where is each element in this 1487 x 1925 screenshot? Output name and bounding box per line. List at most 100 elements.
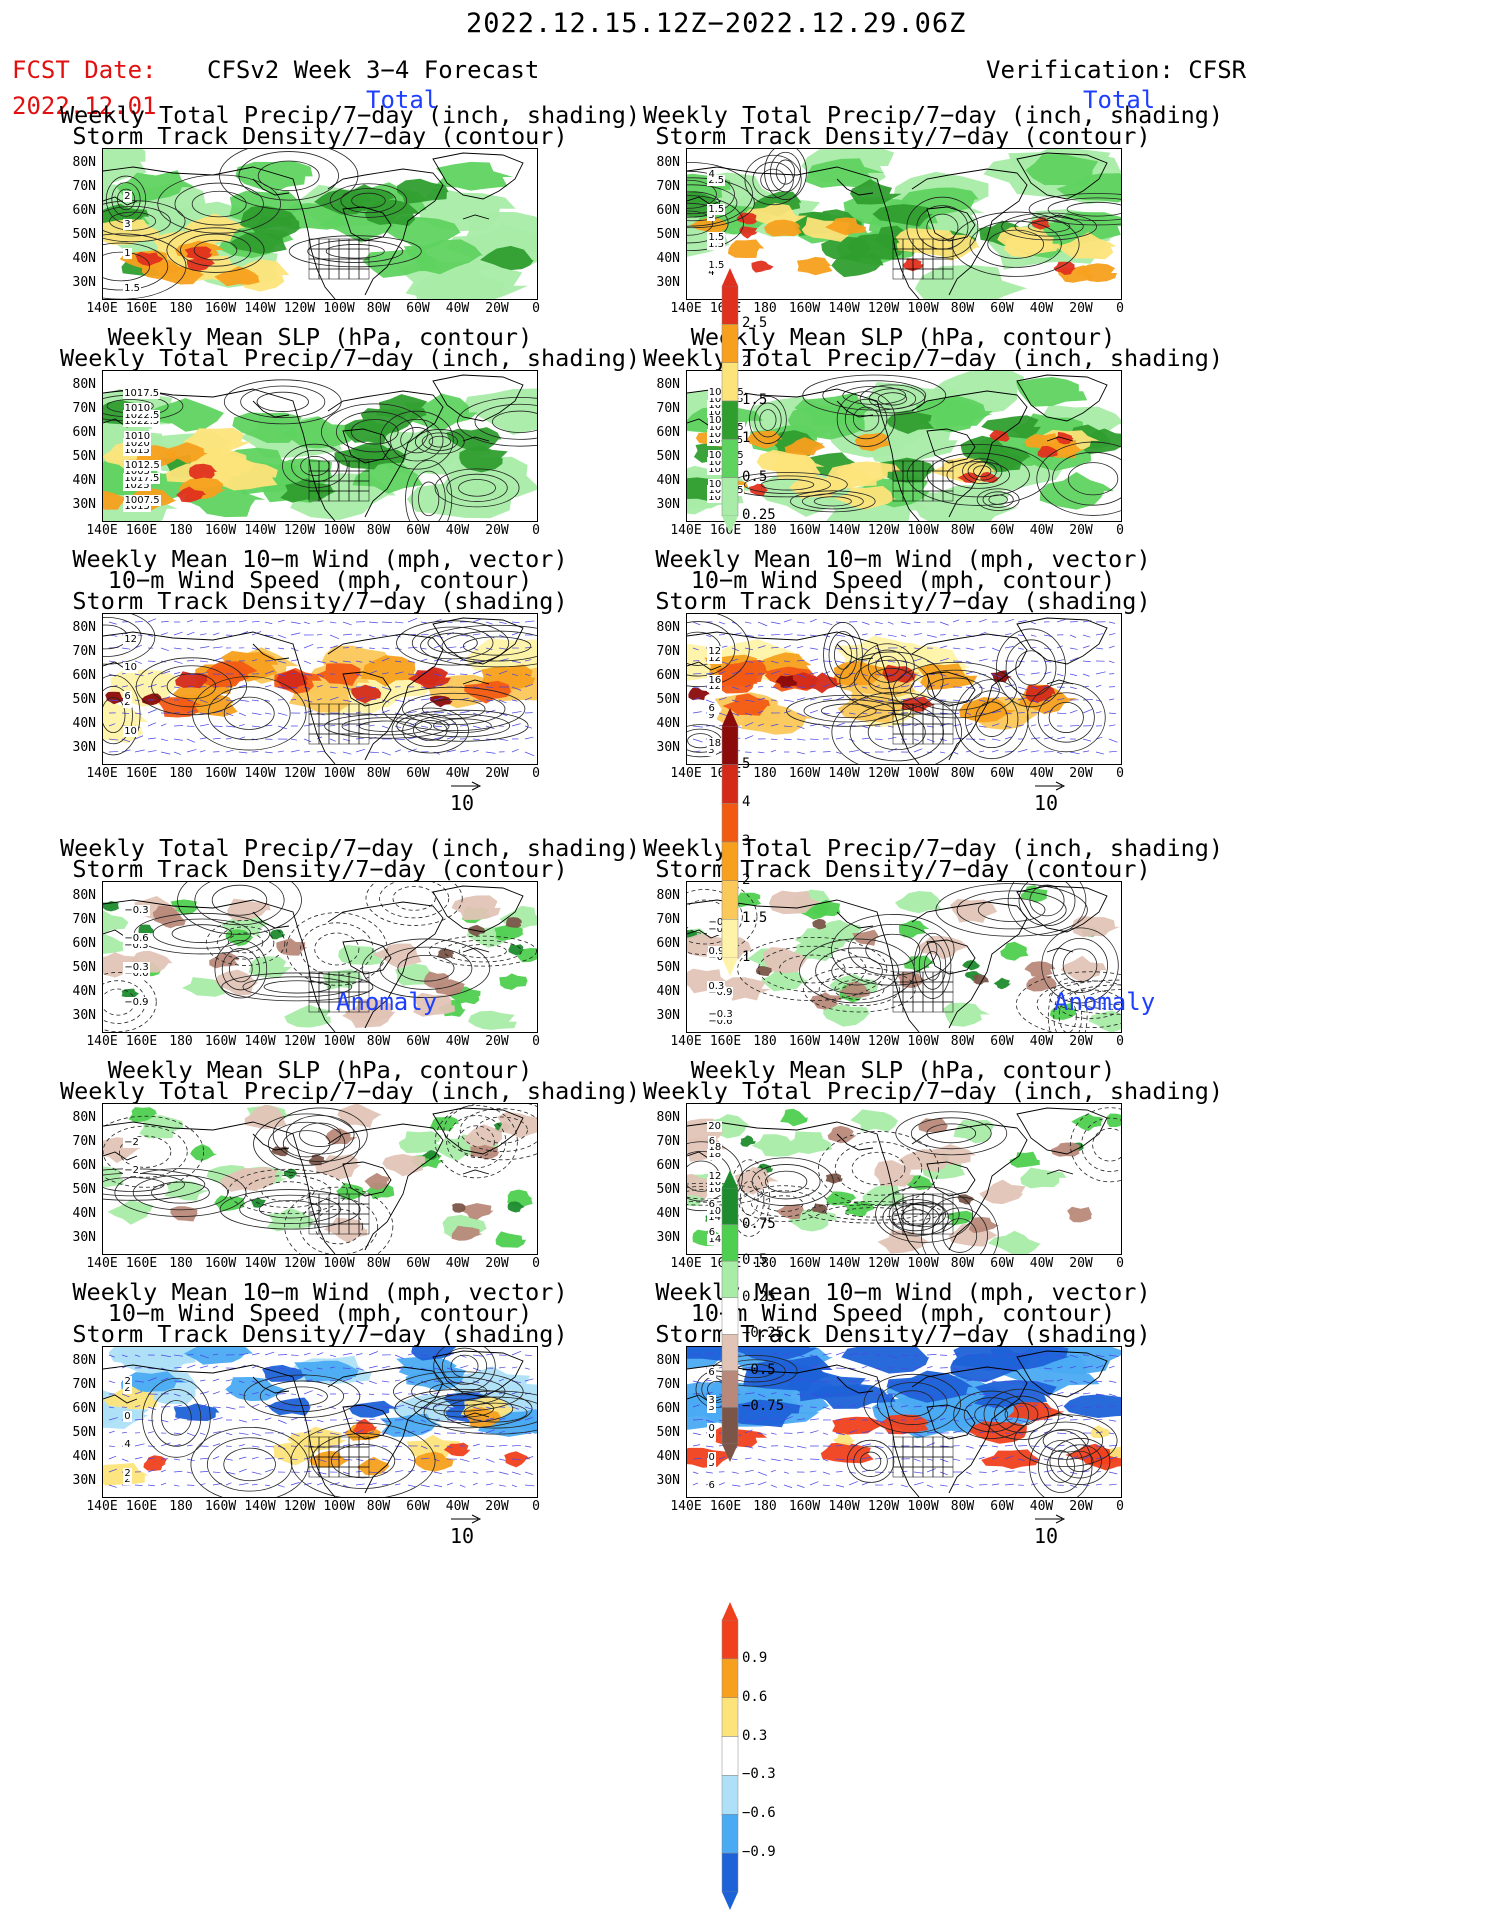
- contour-label: 1020: [123, 437, 151, 449]
- latitude-label: 60N: [656, 1158, 680, 1173]
- longitude-label: 160W: [788, 1034, 821, 1049]
- contour-label: 12: [707, 646, 723, 658]
- longitude-label: 160E: [709, 523, 742, 538]
- longitude-label: 0: [532, 523, 540, 538]
- contour-label: 4: [123, 1439, 132, 1451]
- longitude-label: 100W: [907, 1034, 939, 1049]
- longitude-label: 160W: [788, 1256, 821, 1271]
- contour-lines: [103, 1104, 537, 1254]
- longitude-label: 20W: [1069, 1499, 1093, 1514]
- longitude-label: 100W: [907, 1499, 939, 1514]
- longitude-label: 20W: [1069, 1256, 1093, 1271]
- longitude-label: 60W: [990, 1499, 1014, 1514]
- shading-field: [687, 1108, 1121, 1254]
- contour-label: 12: [707, 652, 722, 664]
- coastline: [103, 885, 524, 1032]
- latitude-label: 40N: [72, 1449, 96, 1464]
- latitude-label: 70N: [72, 1377, 96, 1392]
- longitude-label: 140E: [86, 766, 118, 781]
- precip-anomaly-colorbar: [721, 1170, 739, 1462]
- colorbar-tick-label: 0.6: [742, 1688, 768, 1705]
- longitude-label: 60W: [406, 1499, 430, 1514]
- latitude-label: 40N: [72, 984, 96, 999]
- latitude-label: 70N: [656, 644, 680, 659]
- contour-label: −0.3: [123, 961, 150, 973]
- latitude-label: 40N: [72, 1206, 96, 1221]
- contour-label: 0.9: [707, 945, 726, 957]
- longitude-label: 60W: [990, 1034, 1014, 1049]
- contour-label: −0.9: [707, 917, 734, 929]
- latitude-label: 50N: [72, 692, 96, 707]
- latitude-label: 60N: [72, 1158, 96, 1173]
- wind-vectors: [108, 1350, 535, 1489]
- longitude-label: 40W: [445, 1256, 470, 1271]
- latitude-label: 70N: [656, 1377, 680, 1392]
- longitude-label: 140E: [670, 766, 702, 781]
- panel-title-line: Storm Track Density/7−day (shading): [72, 587, 568, 615]
- longitude-label: 0: [1116, 301, 1124, 316]
- longitude-label: 120W: [283, 1499, 316, 1514]
- longitude-label: 40W: [445, 301, 470, 316]
- longitude-label: 140W: [244, 766, 276, 781]
- longitude-label: 140E: [86, 523, 118, 538]
- colorbar-tick-label: 2: [742, 353, 751, 370]
- latitude-label: 50N: [656, 960, 680, 975]
- longitude-label: 160E: [125, 523, 158, 538]
- longitude-label: 0: [1116, 766, 1124, 781]
- contour-label: 20: [707, 1120, 723, 1132]
- latitude-label: 70N: [656, 1134, 680, 1149]
- longitude-label: 100W: [323, 766, 355, 781]
- panel-title-line: Weekly Mean SLP (hPa, contour): [690, 323, 1116, 351]
- contour-lines: [133, 882, 491, 1002]
- contour-lines: [142, 1347, 537, 1497]
- longitude-label: 140W: [828, 1256, 860, 1271]
- longitude-label: 160W: [204, 766, 237, 781]
- longitude-label: 0: [1116, 1034, 1124, 1049]
- latitude-label: 70N: [656, 401, 680, 416]
- colorbar-tick-label: −0.25: [742, 1325, 785, 1342]
- longitude-label: 180: [753, 523, 777, 538]
- colorbar-tick-label: −0.3: [742, 1766, 776, 1783]
- contour-lines: [103, 1107, 368, 1230]
- vector-scale-label: 10: [450, 791, 475, 815]
- contour-label: 2.5: [707, 175, 726, 187]
- contour-label: −0.9: [123, 996, 150, 1008]
- contour-label: 2: [123, 191, 132, 203]
- latitude-label: 50N: [656, 449, 680, 464]
- storm-density-colorbar: [721, 708, 739, 976]
- longitude-label: 100W: [323, 1034, 355, 1049]
- contour-label: 6: [707, 702, 716, 714]
- contour-label: −2: [123, 1164, 140, 1176]
- contour-label: 1.5: [707, 203, 726, 215]
- longitude-label: 180: [169, 523, 193, 538]
- longitude-label: 120W: [867, 766, 900, 781]
- longitude-label: 80W: [366, 523, 391, 538]
- longitude-label: 0: [532, 1499, 540, 1514]
- map-plot: −2 −2: [102, 1103, 538, 1255]
- vector-scale-label: 10: [450, 1524, 475, 1548]
- contour-label: 9: [707, 709, 716, 721]
- contour-label: 1017.5: [123, 472, 161, 484]
- longitude-label: 180: [169, 1256, 193, 1271]
- longitude-label: 120W: [283, 301, 316, 316]
- longitude-label: 0: [1116, 1499, 1124, 1514]
- longitude-label: 0: [532, 1256, 540, 1271]
- longitude-label: 140E: [86, 1034, 118, 1049]
- longitude-label: 140W: [828, 301, 860, 316]
- longitude-label: 0: [532, 301, 540, 316]
- colorbar-tick-label: 0.5: [742, 468, 768, 485]
- latitude-label: 30N: [72, 1230, 96, 1245]
- longitude-label: 80W: [366, 1499, 391, 1514]
- latitude-label: 60N: [656, 203, 680, 218]
- contour-label: 10: [123, 725, 138, 737]
- longitude-label: 60W: [406, 523, 430, 538]
- longitude-label: 80W: [950, 1034, 975, 1049]
- contour-lines: [103, 614, 537, 756]
- coastline: [687, 885, 1108, 1032]
- longitude-label: 180: [753, 766, 777, 781]
- contour-label: 2: [123, 1382, 132, 1394]
- longitude-label: 140W: [828, 1499, 860, 1514]
- contour-label: 3: [707, 1458, 716, 1470]
- contour-lines: [687, 882, 1121, 1032]
- latitude-label: 50N: [72, 227, 96, 242]
